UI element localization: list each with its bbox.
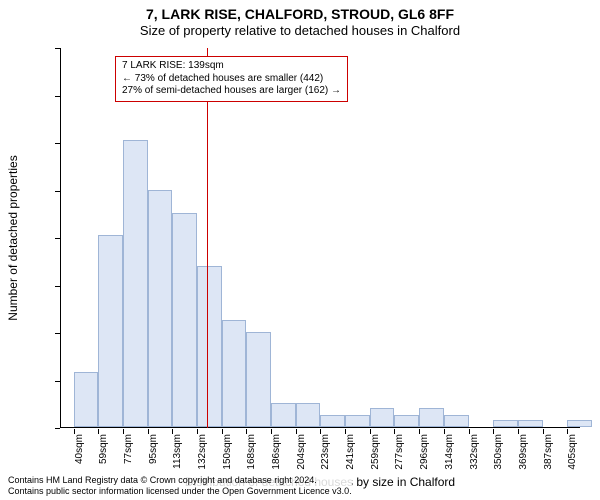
x-tick-label: 332sqm bbox=[469, 434, 480, 470]
annotation-box: 7 LARK RISE: 139sqm← 73% of detached hou… bbox=[115, 56, 348, 102]
x-tick-label: 223sqm bbox=[320, 434, 331, 470]
x-tick-label: 59sqm bbox=[98, 434, 109, 464]
x-tick-label: 296sqm bbox=[419, 434, 430, 470]
axis-spine-left bbox=[60, 48, 61, 428]
footer-line-1: Contains HM Land Registry data © Crown c… bbox=[8, 475, 352, 485]
histogram-bar bbox=[345, 415, 370, 427]
x-tick-label: 113sqm bbox=[172, 434, 183, 469]
x-tick-label: 369sqm bbox=[518, 434, 529, 470]
x-tick-label: 77sqm bbox=[123, 434, 134, 464]
x-tick-label: 350sqm bbox=[493, 434, 504, 470]
histogram-bar bbox=[74, 372, 99, 427]
x-tick-label: 40sqm bbox=[74, 434, 85, 464]
histogram-bar bbox=[246, 332, 271, 427]
histogram-plot: 02040608010012014016040sqm59sqm77sqm95sq… bbox=[60, 48, 580, 428]
x-tick-label: 186sqm bbox=[271, 434, 282, 470]
histogram-bar bbox=[271, 403, 296, 427]
histogram-bar bbox=[518, 420, 543, 427]
histogram-bar bbox=[419, 408, 444, 427]
histogram-bar bbox=[370, 408, 395, 427]
x-tick-label: 204sqm bbox=[296, 434, 307, 470]
annotation-line-1: 7 LARK RISE: 139sqm bbox=[122, 60, 341, 73]
histogram-bar bbox=[197, 266, 222, 428]
histogram-bar bbox=[394, 415, 419, 427]
histogram-bar bbox=[148, 190, 173, 428]
x-tick-label: 314sqm bbox=[444, 434, 455, 470]
footer-credits: Contains HM Land Registry data © Crown c… bbox=[8, 475, 352, 496]
x-tick-label: 405sqm bbox=[567, 434, 578, 470]
histogram-bar bbox=[222, 320, 247, 427]
annotation-line-2: ← 73% of detached houses are smaller (44… bbox=[122, 73, 341, 86]
x-tick-label: 241sqm bbox=[345, 434, 356, 470]
page-title: 7, LARK RISE, CHALFORD, STROUD, GL6 8FF bbox=[0, 6, 600, 22]
x-tick-label: 132sqm bbox=[197, 434, 208, 470]
x-tick-label: 168sqm bbox=[246, 434, 257, 470]
y-axis-label: Number of detached properties bbox=[6, 155, 20, 320]
histogram-bar bbox=[172, 213, 197, 427]
histogram-bar bbox=[98, 235, 123, 427]
axis-spine-bottom bbox=[60, 427, 580, 428]
histogram-bar bbox=[320, 415, 345, 427]
page-subtitle: Size of property relative to detached ho… bbox=[0, 23, 600, 38]
footer-line-2: Contains public sector information licen… bbox=[8, 486, 352, 496]
histogram-bar bbox=[296, 403, 321, 427]
x-tick-label: 277sqm bbox=[394, 434, 405, 470]
x-tick-label: 259sqm bbox=[370, 434, 381, 470]
x-tick-label: 150sqm bbox=[222, 434, 233, 470]
reference-line bbox=[207, 48, 208, 428]
histogram-bar bbox=[123, 140, 148, 427]
histogram-bar bbox=[444, 415, 469, 427]
histogram-bar bbox=[493, 420, 518, 427]
histogram-bar bbox=[567, 420, 592, 427]
x-tick-label: 387sqm bbox=[543, 434, 554, 470]
x-tick-label: 95sqm bbox=[148, 434, 159, 464]
annotation-line-3: 27% of semi-detached houses are larger (… bbox=[122, 85, 341, 98]
